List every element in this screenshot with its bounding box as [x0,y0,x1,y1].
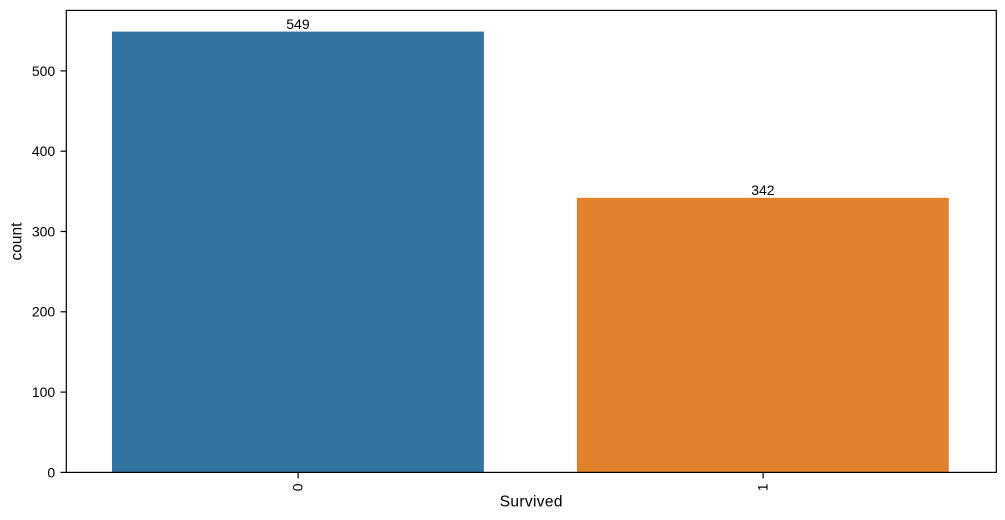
svg-text:Survived: Survived [500,494,563,511]
svg-text:549: 549 [286,16,310,32]
svg-text:342: 342 [751,182,775,198]
svg-text:count: count [9,222,26,261]
svg-text:400: 400 [32,143,56,159]
svg-text:500: 500 [32,63,56,79]
svg-text:1: 1 [755,483,771,491]
svg-text:0: 0 [290,483,306,491]
svg-text:100: 100 [32,384,56,400]
svg-text:0: 0 [47,464,55,480]
svg-text:300: 300 [32,223,56,239]
svg-text:200: 200 [32,304,56,320]
